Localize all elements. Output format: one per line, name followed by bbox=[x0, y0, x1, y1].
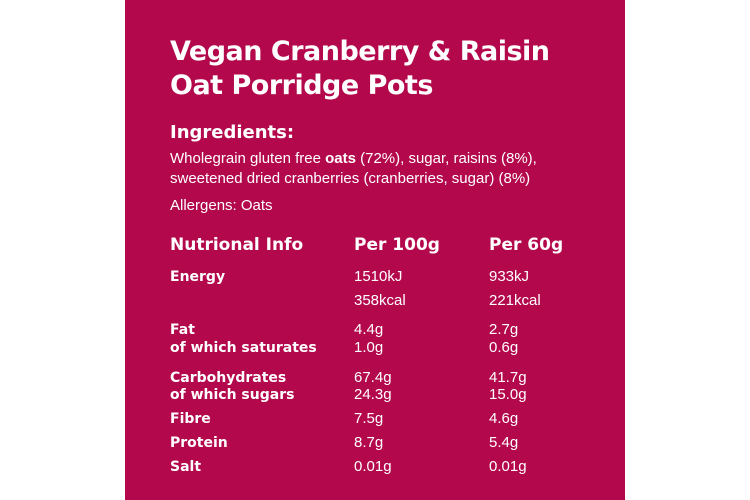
row-label-protein: Protein bbox=[170, 435, 228, 451]
row-label-salt: Salt bbox=[170, 459, 202, 475]
ingredients-oats-bold: oats bbox=[325, 150, 356, 167]
nutrition-label-panel: Vegan Cranberry & Raisin Oat Porridge Po… bbox=[125, 0, 625, 500]
row-value-energy-kj-60g: 933kJ bbox=[489, 268, 530, 285]
row-value-energy-kcal-60g: 221kcal bbox=[489, 292, 541, 309]
row-value-protein-60g: 5.4g bbox=[489, 434, 519, 451]
ingredients-line-2: sweetened dried cranberries (cranberries… bbox=[170, 170, 531, 187]
row-value-sugars-100g: 24.3g bbox=[354, 386, 392, 403]
row-value-protein-100g: 8.7g bbox=[354, 434, 384, 451]
row-value-energy-kj-100g: 1510kJ bbox=[354, 268, 403, 285]
row-value-salt-60g: 0.01g bbox=[489, 458, 527, 475]
ingredients-heading: Ingredients: bbox=[170, 122, 295, 143]
row-value-fibre-60g: 4.6g bbox=[489, 410, 519, 427]
nutrition-header-per-60g: Per 60g bbox=[489, 235, 564, 255]
nutrition-header-per-100g: Per 100g bbox=[354, 235, 440, 255]
row-label-saturates: of which saturates bbox=[170, 340, 317, 356]
row-label-energy: Energy bbox=[170, 269, 226, 285]
product-title-line-2: Oat Porridge Pots bbox=[170, 70, 433, 101]
row-value-saturates-100g: 1.0g bbox=[354, 339, 384, 356]
row-value-fibre-100g: 7.5g bbox=[354, 410, 384, 427]
row-label-sugars: of which sugars bbox=[170, 387, 295, 403]
row-value-carbohydrates-100g: 67.4g bbox=[354, 369, 392, 386]
ingredients-line-1-end: (72%), sugar, raisins (8%), bbox=[355, 150, 537, 167]
row-value-fat-60g: 2.7g bbox=[489, 321, 519, 338]
row-value-energy-kcal-100g: 358kcal bbox=[354, 292, 406, 309]
nutrition-header-label: Nutrional Info bbox=[170, 235, 304, 255]
row-label-fat: Fat bbox=[170, 322, 195, 338]
row-value-saturates-60g: 0.6g bbox=[489, 339, 519, 356]
row-value-sugars-60g: 15.0g bbox=[489, 386, 527, 403]
row-value-salt-100g: 0.01g bbox=[354, 458, 392, 475]
ingredients-line-1-start: Wholegrain gluten free bbox=[170, 150, 326, 167]
row-value-fat-100g: 4.4g bbox=[354, 321, 384, 338]
product-title: Vegan Cranberry & Raisin Oat Porridge Po… bbox=[170, 35, 610, 103]
row-label-fibre: Fibre bbox=[170, 411, 211, 427]
ingredients-line-1: Wholegrain gluten free oats (72%), sugar… bbox=[170, 149, 620, 169]
row-value-carbohydrates-60g: 41.7g bbox=[489, 369, 527, 386]
allergens-text: Allergens: Oats bbox=[170, 197, 273, 214]
product-title-line-1: Vegan Cranberry & Raisin bbox=[170, 36, 550, 67]
ingredients-text: Wholegrain gluten free oats (72%), sugar… bbox=[170, 149, 620, 189]
row-label-carbohydrates: Carbohydrates bbox=[170, 370, 287, 386]
